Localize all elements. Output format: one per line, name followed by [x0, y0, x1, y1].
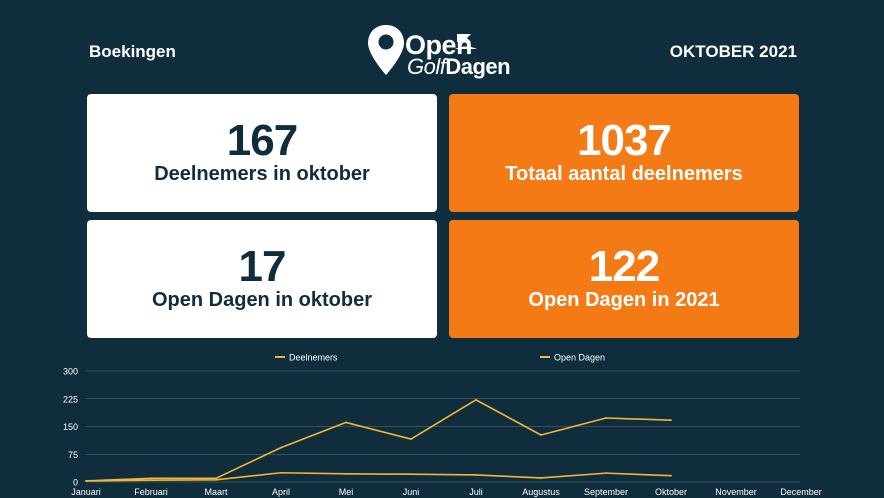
x-tick-label: Augustus — [522, 487, 560, 497]
data-point — [410, 438, 412, 440]
kpi-card-totaal-deelnemers: 1037 Totaal aantal deelnemers — [449, 94, 799, 212]
kpi-label: Deelnemers in oktober — [154, 163, 370, 185]
y-tick-label: 150 — [63, 422, 78, 432]
data-point — [410, 473, 412, 476]
x-tick-label: Februari — [134, 487, 168, 497]
kpi-value: 167 — [226, 116, 298, 165]
open-golf-dagen-logo: Open GolfDagen — [363, 24, 533, 82]
data-point — [475, 398, 477, 401]
y-tick-label: 75 — [68, 450, 78, 460]
x-tick-label: Juli — [469, 487, 483, 497]
kpi-card-deelnemers-oktober: 167 Deelnemers in oktober — [87, 94, 437, 212]
data-point — [605, 472, 607, 475]
y-tick-label: 300 — [63, 367, 78, 377]
series-line — [85, 471, 672, 482]
x-tick-label: Mei — [339, 487, 354, 497]
kpi-value: 17 — [238, 242, 287, 291]
legend-label: Open Dagen — [554, 353, 605, 363]
x-tick-label: November — [715, 487, 757, 497]
legend-label: Deelnemers — [289, 353, 338, 363]
data-point — [540, 477, 542, 479]
data-point — [605, 417, 607, 419]
kpi-card-open-dagen-2021: 122 Open Dagen in 2021 — [449, 220, 799, 338]
data-point — [345, 472, 347, 475]
section-label: Boekingen — [89, 42, 176, 61]
kpi-label: Totaal aantal deelnemers — [505, 163, 743, 185]
kpi-card-open-dagen-oktober: 17 Open Dagen in oktober — [87, 220, 437, 338]
data-point — [345, 421, 347, 424]
x-tick-label: April — [272, 487, 290, 497]
x-tick-label: Juni — [403, 487, 420, 497]
data-point — [215, 478, 217, 481]
data-point — [85, 479, 87, 482]
x-tick-label: Januari — [71, 487, 101, 497]
y-tick-label: 0 — [73, 478, 78, 488]
data-point — [150, 479, 152, 482]
kpi-label: Open Dagen in oktober — [151, 289, 373, 311]
data-point — [475, 474, 477, 476]
data-point — [670, 419, 672, 422]
golf-flag-icon — [455, 34, 477, 49]
kpi-value: 122 — [588, 242, 660, 291]
data-point — [540, 434, 542, 436]
data-point — [670, 474, 672, 477]
kpi-value: 1037 — [577, 116, 672, 165]
x-tick-label: Oktober — [655, 487, 687, 497]
location-pin-icon — [368, 25, 404, 75]
kpi-label: Open Dagen in 2021 — [528, 289, 720, 311]
x-tick-label: September — [584, 487, 628, 497]
x-tick-label: December — [780, 487, 822, 497]
data-point — [150, 477, 152, 480]
line-chart: 0 75 150 225 300 Januari Februari Maart April Mei… — [63, 353, 822, 498]
x-tick-label: Maart — [204, 487, 228, 497]
period-label: OKTOBER 2021 — [669, 42, 797, 61]
data-point — [215, 477, 217, 480]
data-point — [280, 471, 282, 474]
logo-word-golfdagen: GolfDagen — [407, 54, 511, 79]
series-line — [85, 399, 672, 482]
data-point — [280, 446, 282, 449]
y-tick-label: 225 — [63, 394, 78, 404]
